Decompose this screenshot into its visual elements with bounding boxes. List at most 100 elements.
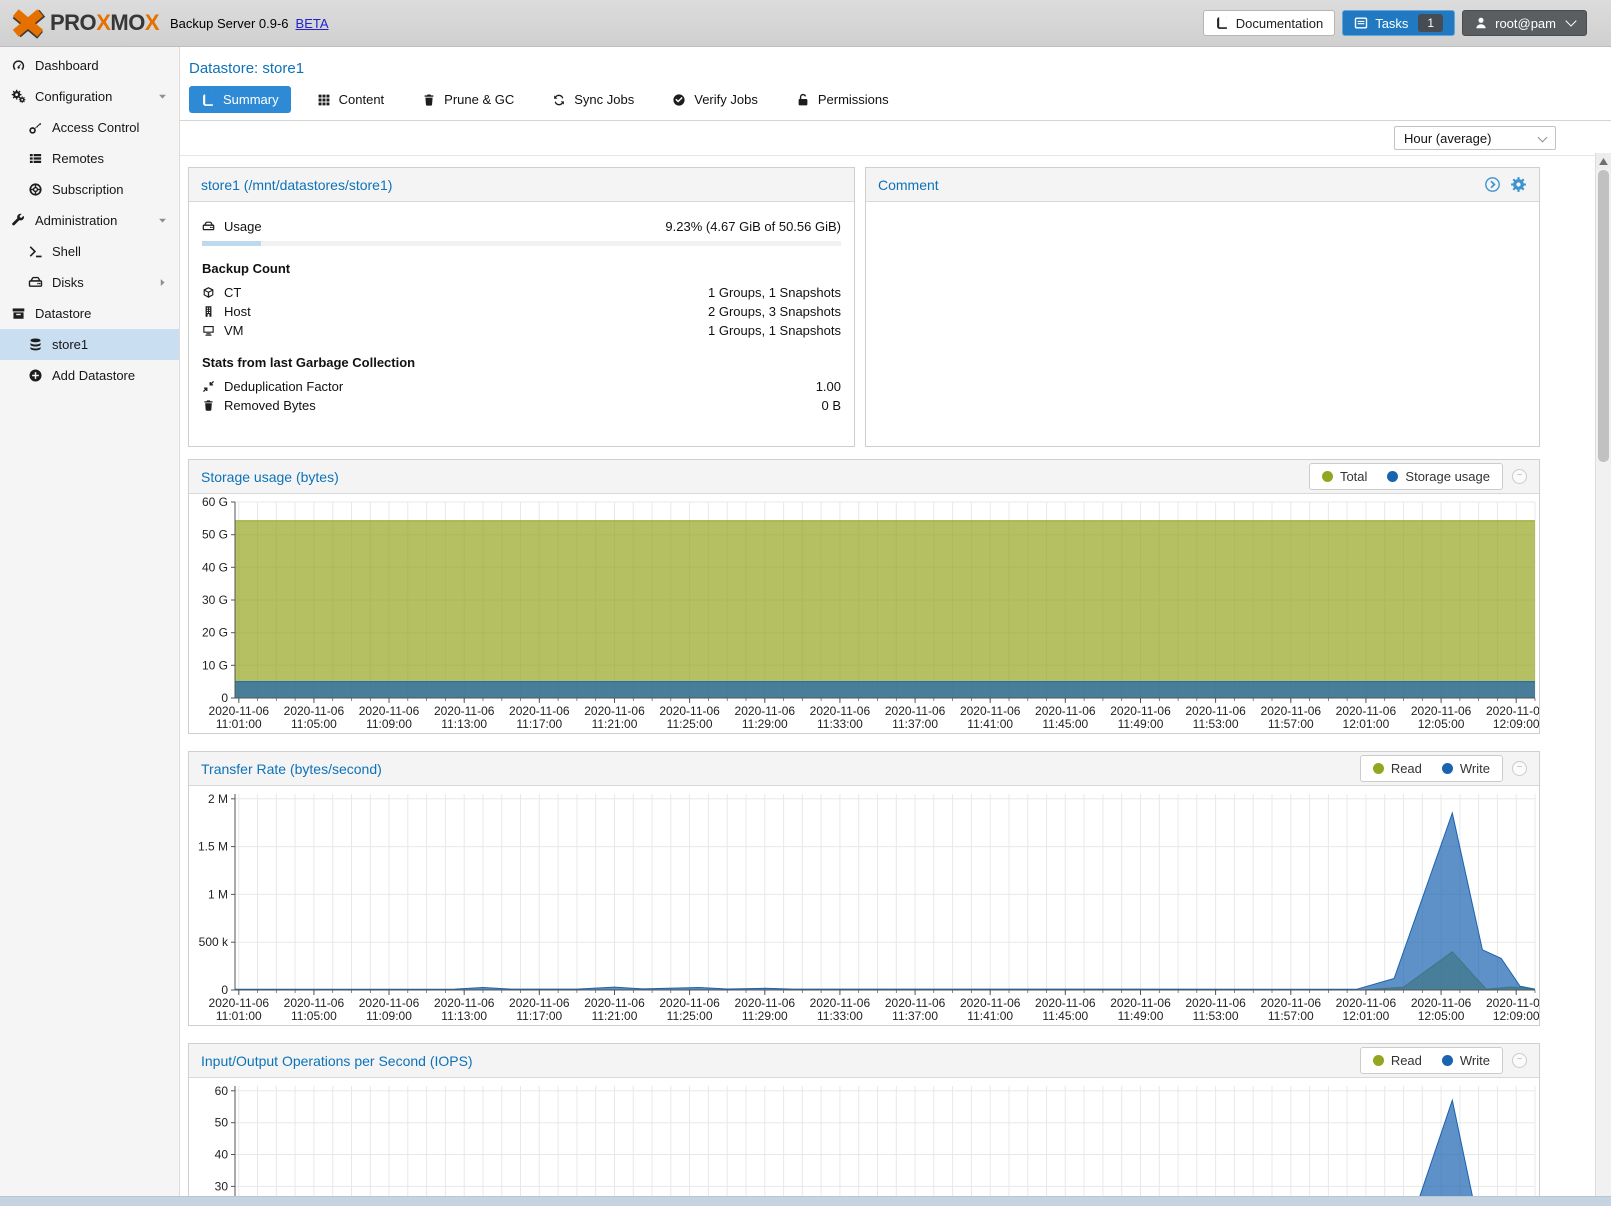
legend-label: Total (1339, 469, 1368, 484)
beta-link[interactable]: BETA (295, 15, 329, 31)
tab-label: Summary (223, 92, 279, 107)
stat-row: Removed Bytes 0 B (202, 396, 841, 415)
svg-text:2020-11-06: 2020-11-06 (735, 996, 796, 1010)
sidebar-item-administration[interactable]: Administration (0, 205, 179, 236)
chevron-down-icon (1537, 132, 1548, 143)
database-icon (28, 337, 43, 352)
svg-text:20 G: 20 G (202, 626, 228, 640)
svg-text:11:49:00: 11:49:00 (1118, 1009, 1164, 1023)
vertical-scrollbar[interactable] (1595, 153, 1611, 1206)
scroll-up-button[interactable] (1596, 153, 1611, 169)
chart-legend: Total Storage usage (1308, 463, 1503, 490)
stat-row: CT 1 Groups, 1 Snapshots (202, 283, 841, 302)
stat-row: Host 2 Groups, 3 Snapshots (202, 302, 841, 321)
sidebar-item-dashboard[interactable]: Dashboard (0, 50, 179, 81)
svg-text:50: 50 (215, 1116, 229, 1130)
book-icon (201, 93, 215, 107)
tab-verify-jobs[interactable]: Verify Jobs (660, 86, 770, 113)
sidebar-item-subscription[interactable]: Subscription (0, 174, 179, 205)
svg-text:2020-11-06: 2020-11-06 (209, 996, 270, 1010)
comment-panel: Comment (865, 167, 1540, 447)
hdd-icon (202, 220, 215, 233)
sidebar-item-add-datastore[interactable]: Add Datastore (0, 360, 179, 391)
tab-summary[interactable]: Summary (189, 86, 291, 113)
svg-text:30 G: 30 G (202, 593, 228, 607)
sidebar-item-store1[interactable]: store1 (0, 329, 179, 360)
usage-progressbar-fill (202, 241, 261, 246)
svg-text:2020-11-06: 2020-11-06 (1411, 996, 1472, 1010)
stat-row: Deduplication Factor 1.00 (202, 377, 841, 396)
gear-icon[interactable] (1510, 176, 1527, 193)
svg-text:11:01:00: 11:01:00 (216, 717, 262, 731)
svg-text:2020-11-06: 2020-11-06 (1185, 704, 1246, 718)
documentation-label: Documentation (1235, 15, 1324, 31)
collapse-chart-button[interactable]: − (1512, 469, 1527, 484)
collapse-chart-button[interactable]: − (1512, 1053, 1527, 1068)
user-menu-button[interactable]: root@pam (1462, 10, 1587, 36)
tab-prune-gc[interactable]: Prune & GC (410, 86, 526, 113)
time-range-select[interactable]: Hour (average) (1394, 126, 1556, 150)
vertical-scrollbar-thumb[interactable] (1598, 170, 1609, 462)
svg-text:11:21:00: 11:21:00 (592, 717, 638, 731)
hdd-icon (28, 275, 43, 290)
sidebar-item-access-control[interactable]: Access Control (0, 112, 179, 143)
svg-text:11:29:00: 11:29:00 (742, 1009, 788, 1023)
legend-item: Total (1321, 469, 1368, 484)
legend-dot-icon (1387, 471, 1399, 482)
svg-text:2020-11-06: 2020-11-06 (584, 996, 645, 1010)
svg-text:2020-11-06: 2020-11-06 (284, 704, 345, 718)
sidebar-item-disks[interactable]: Disks (0, 267, 179, 298)
stat-label: Host (224, 304, 251, 319)
sidebar-item-datastore[interactable]: Datastore (0, 298, 179, 329)
svg-text:2020-11-06: 2020-11-06 (960, 996, 1021, 1010)
legend-label: Write (1459, 1053, 1490, 1068)
user-icon (1474, 16, 1488, 30)
brand-letter: X (96, 10, 111, 35)
datastore-summary-panel-body: Usage 9.23% (4.67 GiB of 50.56 GiB) Back… (189, 202, 854, 446)
horizontal-scrollbar[interactable] (0, 1196, 1611, 1206)
sidebar-item-shell[interactable]: Shell (0, 236, 179, 267)
sidebar-nav: Dashboard Configuration Access Control Remo… (0, 47, 180, 1206)
unlock-icon (796, 93, 810, 107)
collapse-chart-button[interactable]: − (1512, 761, 1527, 776)
comment-panel-title: Comment (878, 176, 939, 193)
comment-panel-body[interactable] (866, 202, 1539, 446)
svg-text:12:01:00: 12:01:00 (1343, 717, 1390, 731)
svg-text:12:09:00: 12:09:00 (1493, 717, 1539, 731)
svg-text:40 G: 40 G (202, 560, 228, 574)
book-icon (1215, 16, 1229, 30)
chevron-circle-right-icon[interactable] (1484, 176, 1501, 193)
svg-text:2020-11-06: 2020-11-06 (1336, 704, 1397, 718)
toolbar: Hour (average) (180, 121, 1611, 156)
tasks-button[interactable]: Tasks 1 (1342, 10, 1456, 36)
chart-panel-storage-usage-bytes: Storage usage (bytes) Total Storage usage −… (188, 459, 1540, 734)
svg-text:2020-11-06: 2020-11-06 (359, 704, 420, 718)
comment-panel-tools (1484, 176, 1527, 193)
chart-panel-header: Input/Output Operations per Second (IOPS… (189, 1044, 1539, 1078)
key-icon (28, 120, 43, 135)
sidebar-item-configuration[interactable]: Configuration (0, 81, 179, 112)
svg-text:2020-11-06: 2020-11-06 (1486, 704, 1539, 718)
stat-value: 0 B (821, 398, 841, 413)
proxmox-logo-icon (10, 7, 46, 39)
legend-item: Read (1372, 761, 1422, 776)
usage-progressbar (202, 241, 841, 246)
tab-permissions[interactable]: Permissions (784, 86, 901, 113)
sidebar-item-remotes[interactable]: Remotes (0, 143, 179, 174)
chart-legend: Read Write (1359, 755, 1503, 782)
stat-value: 1.00 (815, 379, 841, 394)
tab-content[interactable]: Content (305, 86, 397, 113)
main-content: Datastore: store1 Summary Content Prune & … (180, 47, 1611, 1206)
svg-text:2020-11-06: 2020-11-06 (509, 704, 570, 718)
desktop-icon (202, 324, 215, 337)
stat-row: VM 1 Groups, 1 Snapshots (202, 321, 841, 340)
tab-sync-jobs[interactable]: Sync Jobs (540, 86, 646, 113)
svg-text:11:41:00: 11:41:00 (967, 717, 1013, 731)
legend-item: Write (1441, 1053, 1490, 1068)
documentation-button[interactable]: Documentation (1202, 10, 1336, 36)
svg-text:2020-11-06: 2020-11-06 (885, 996, 946, 1010)
svg-text:2020-11-06: 2020-11-06 (659, 996, 720, 1010)
stat-label: VM (224, 323, 244, 338)
caret-down-icon (157, 215, 168, 226)
svg-text:11:05:00: 11:05:00 (291, 717, 337, 731)
